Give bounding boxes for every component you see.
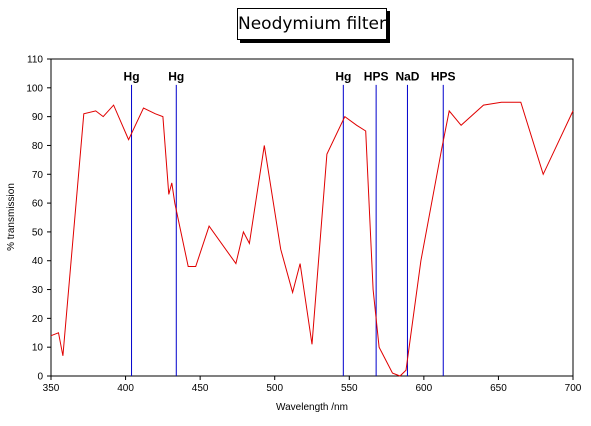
y-ticks: 0 10 20 30 40 50 60 70 80 90 100 110 <box>26 55 51 383</box>
x-tick-label: 650 <box>490 383 507 394</box>
chart-title: Neodymium filter <box>237 8 387 40</box>
x-tick-label: 400 <box>117 383 134 394</box>
y-tick-label: 20 <box>32 314 44 325</box>
y-tick-label: 100 <box>26 83 43 94</box>
y-tick-label: 110 <box>27 55 43 66</box>
y-tick-label: 30 <box>32 285 44 296</box>
x-tick-label: 500 <box>266 383 283 394</box>
emission-line-label: Hg <box>168 70 184 84</box>
emission-line-label: HPS <box>431 70 456 84</box>
y-tick-label: 70 <box>32 170 44 181</box>
y-tick-label: 0 <box>37 372 43 383</box>
x-ticks: 350 400 450 500 550 600 650 700 <box>43 376 582 394</box>
y-tick-label: 40 <box>32 256 44 267</box>
emission-line-label: Hg <box>124 70 140 84</box>
x-tick-label: 600 <box>416 383 433 394</box>
series-group <box>50 101 574 377</box>
x-axis-label: Wavelength /nm <box>276 402 348 413</box>
y-tick-label: 50 <box>32 227 44 238</box>
plot-area <box>50 58 574 377</box>
transmission-series-line <box>50 101 574 377</box>
y-tick-label: 90 <box>32 112 44 123</box>
x-tick-label: 550 <box>341 383 358 394</box>
x-tick-label: 350 <box>43 383 60 394</box>
emission-line-label: Hg <box>335 70 351 84</box>
y-tick-label: 80 <box>32 141 44 152</box>
y-axis-label: % transmission <box>6 183 17 251</box>
y-tick-label: 60 <box>32 199 44 210</box>
y-tick-label: 10 <box>32 343 44 354</box>
x-tick-label: 700 <box>565 383 582 394</box>
x-tick-label: 450 <box>192 383 209 394</box>
emission-line-label: HPS <box>364 70 389 84</box>
emission-line-label: NaD <box>395 70 419 84</box>
